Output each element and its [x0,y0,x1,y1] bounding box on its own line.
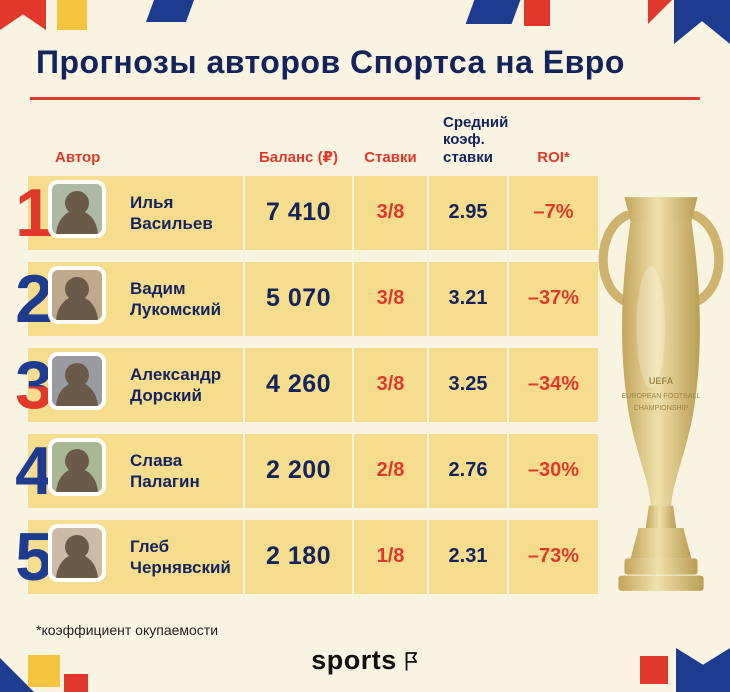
decor-yellow-square-top-left [57,0,87,30]
decor-blue-parallelogram-top-mid [465,0,521,24]
trophy-highlight [636,266,666,388]
balance-value: 5 070 [245,261,352,336]
rank-number: 2 [15,260,53,337]
trophy-engraving-line1: UEFA [649,376,674,386]
header-avg-coef: Средний коэф. ставки [443,114,509,166]
trophy-base-mid [624,558,698,575]
roi-value: –7% [509,175,598,250]
trophy-left-handle [598,210,634,308]
footnote: *коэффициент окупаемости [36,622,219,638]
rank-number: 4 [15,432,53,509]
trophy-base-plinth [618,575,704,591]
trophy-engraving-line3: CHAMPIONSHIP [634,404,689,412]
decor-yellow-square-bottom-left [28,655,60,687]
bets-value: 2/8 [354,433,427,508]
table-row: 2 Вадим Лукомский 5 070 3/8 3.21 –37% [15,261,598,336]
author-first-name: Глеб [130,536,170,556]
avatar [48,265,106,324]
trophy-rim [624,197,698,222]
decor-red-triangle-top-right [648,0,672,24]
balance-value: 2 180 [245,519,352,594]
header-roi: ROI* [537,148,570,166]
trophy-engraving-line2: EUROPEAN FOOTBALL [622,392,701,400]
avatar [48,351,106,410]
decor-blue-parallelogram-top-left [145,0,195,22]
author-last-name: Чернявский [130,557,231,577]
decor-red-square-top-mid [524,0,550,26]
euro-trophy-image: UEFA EUROPEAN FOOTBALL CHAMPIONSHIP [592,158,730,628]
trophy-right-handle [688,210,724,308]
rank-number: 1 [15,174,53,251]
table-row: 5 Глеб Чернявский 2 180 1/8 2.31 –73% [15,519,598,594]
trophy-base-upper [630,527,692,559]
trophy-stem [645,505,677,528]
avatar [48,523,106,582]
table-row: 4 Слава Палагин 2 200 2/8 2.76 –30% [15,433,598,508]
table-row: 1 Илья Васильев 7 410 3/8 2.95 –7% [15,175,598,250]
header-author: Автор [55,148,101,166]
avg-coef-value: 2.95 [429,175,507,250]
avatar [48,179,106,238]
title-divider [30,97,700,100]
avg-coef-value: 2.31 [429,519,507,594]
predictions-table: Автор Баланс (₽) Ставки Средний коэф. ст… [15,114,598,606]
sports-logo-pennant-icon [405,651,417,671]
avg-coef-value: 3.25 [429,347,507,422]
roi-value: –73% [509,519,598,594]
author-first-name: Илья [130,192,174,212]
decor-red-square-bottom-left [64,674,88,692]
decor-blue-flag-top-right [674,0,730,44]
page-title: Прогнозы авторов Спортса на Евро [36,44,625,80]
roi-value: –30% [509,433,598,508]
author-last-name: Васильев [130,213,213,233]
trophy-graphic: UEFA EUROPEAN FOOTBALL CHAMPIONSHIP [598,197,724,591]
balance-value: 2 200 [245,433,352,508]
sports-logo-text: sports [311,645,397,675]
bets-value: 3/8 [354,347,427,422]
bets-value: 3/8 [354,261,427,336]
roi-value: –37% [509,261,598,336]
author-last-name: Дорский [130,385,202,405]
rank-number: 3 [6,351,62,419]
trophy-body [622,221,700,506]
author-first-name: Вадим [130,278,186,298]
bets-value: 1/8 [354,519,427,594]
avg-coef-value: 2.76 [429,433,507,508]
header-balance: Баланс (₽) [259,148,338,166]
balance-value: 4 260 [245,347,352,422]
header-bets: Ставки [364,148,417,166]
author-last-name: Палагин [130,471,200,491]
author-first-name: Слава [130,450,183,470]
balance-value: 7 410 [245,175,352,250]
roi-value: –34% [509,347,598,422]
table-row: 3 Александр Дорский 4 260 3/8 3.25 –34% [15,347,598,422]
decor-red-square-bottom-right [640,656,668,684]
author-last-name: Лукомский [130,299,222,319]
author-first-name: Александр [130,364,222,384]
decor-flag-top-left [0,0,46,30]
avg-coef-value: 3.21 [429,261,507,336]
sports-logo: sports [0,645,730,676]
rank-number: 5 [15,518,53,595]
avatar [48,437,106,496]
table-header-row: Автор Баланс (₽) Ставки Средний коэф. ст… [28,114,598,176]
bets-value: 3/8 [354,175,427,250]
